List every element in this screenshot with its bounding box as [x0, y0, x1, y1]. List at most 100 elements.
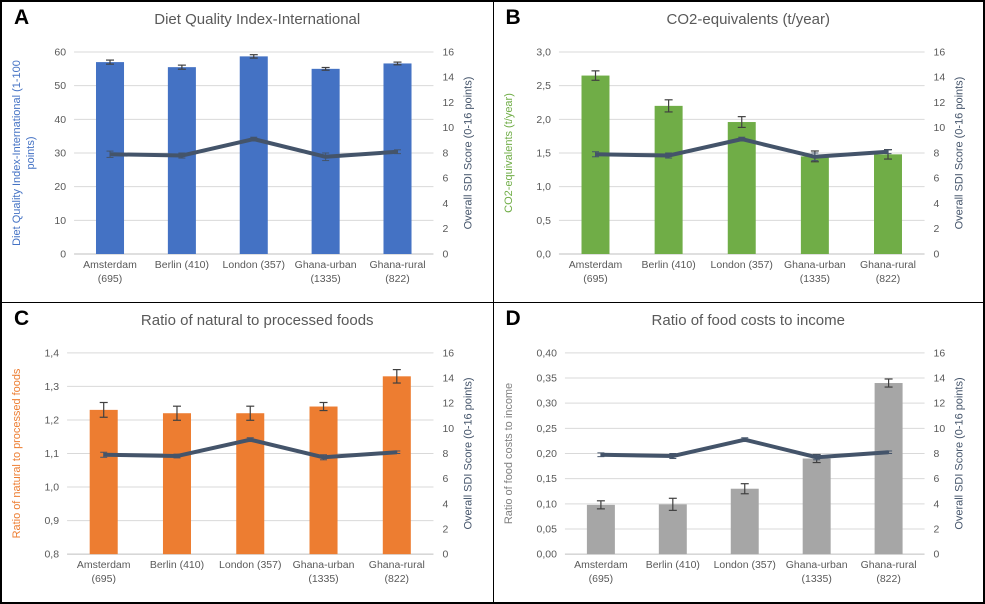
svg-text:8: 8 — [933, 449, 939, 460]
svg-text:(1335): (1335) — [799, 274, 829, 285]
svg-text:0,0: 0,0 — [536, 249, 551, 260]
panel-c: C Ratio of natural to processed foods 0,… — [2, 302, 493, 602]
svg-text:8: 8 — [442, 148, 448, 160]
svg-text:0: 0 — [933, 249, 939, 260]
svg-text:2: 2 — [442, 524, 448, 535]
svg-text:1,2: 1,2 — [44, 415, 59, 426]
svg-text:8: 8 — [442, 449, 448, 460]
svg-text:2: 2 — [933, 524, 939, 535]
panel-c-title: Ratio of natural to processed foods — [140, 312, 374, 329]
svg-text:6: 6 — [442, 474, 448, 485]
svg-text:10: 10 — [54, 215, 66, 227]
right-axis-title: Overall SDI Score (0-16 points) — [953, 377, 965, 529]
category-labels: Amsterdam (695) Berlin (410) London (357) Gh… — [77, 560, 425, 585]
svg-text:(695): (695) — [588, 574, 612, 585]
svg-text:10: 10 — [933, 123, 945, 134]
svg-text:2,5: 2,5 — [536, 81, 551, 92]
right-axis-title: Overall SDI Score (0-16 points) — [462, 377, 474, 529]
svg-text:10: 10 — [933, 424, 945, 435]
svg-text:Overall SDI Score (0-16 points: Overall SDI Score (0-16 points) — [953, 77, 965, 230]
panel-a-title: Diet Quality Index-International — [154, 11, 361, 28]
left-axis-title: CO2-equivalents (t/year) — [502, 93, 514, 213]
panel-b-chart-canvas: 0,0 0,5 1,0 1,5 2,0 2,5 3,0 0 2 4 6 8 10 12 14 16 Amster… — [502, 47, 965, 285]
svg-text:Ghana-rural: Ghana-rural — [369, 259, 425, 271]
svg-text:2,0: 2,0 — [536, 115, 551, 126]
right-axis-ticks: 0 2 4 6 8 10 12 14 16 — [442, 348, 454, 560]
svg-text:0,05: 0,05 — [536, 524, 557, 535]
svg-text:Berlin (410): Berlin (410) — [641, 260, 695, 271]
svg-text:12: 12 — [442, 97, 454, 109]
left-axis-title: Diet Quality Index-International (1-100 p… — [11, 60, 37, 246]
svg-text:30: 30 — [54, 148, 66, 160]
svg-text:4: 4 — [933, 199, 939, 210]
svg-text:Amsterdam: Amsterdam — [83, 259, 137, 271]
svg-text:(1335): (1335) — [801, 574, 831, 585]
svg-text:2: 2 — [442, 223, 448, 235]
panel-d: D Ratio of food costs to income 0,00 0,05… — [492, 302, 983, 602]
svg-text:Berlin (410): Berlin (410) — [645, 560, 699, 571]
svg-text:12: 12 — [442, 399, 454, 410]
bar-error-bars — [99, 369, 401, 421]
svg-text:0,40: 0,40 — [536, 348, 557, 359]
svg-text:Overall SDI Score (0-16 points: Overall SDI Score (0-16 points) — [462, 77, 474, 230]
svg-text:0: 0 — [933, 550, 939, 561]
svg-text:points): points) — [25, 136, 37, 169]
svg-text:0,10: 0,10 — [536, 499, 557, 510]
svg-text:(822): (822) — [385, 273, 410, 285]
svg-text:(822): (822) — [876, 574, 900, 585]
bar-error-bars — [596, 378, 893, 511]
svg-text:0: 0 — [442, 550, 448, 561]
svg-text:0,5: 0,5 — [536, 216, 551, 227]
svg-text:0,30: 0,30 — [536, 399, 557, 410]
svg-text:0,35: 0,35 — [536, 373, 557, 384]
svg-text:0,8: 0,8 — [44, 550, 59, 561]
svg-text:0,00: 0,00 — [536, 550, 557, 561]
panel-d-chart-canvas: 0,00 0,05 0,10 0,15 0,20 0,25 0,30 0,35 0,40 0 2 4 6… — [502, 348, 965, 585]
svg-text:London (357): London (357) — [219, 560, 281, 571]
svg-text:Ghana-urban: Ghana-urban — [295, 259, 357, 271]
svg-text:1,0: 1,0 — [44, 483, 59, 494]
svg-text:(1335): (1335) — [310, 273, 340, 285]
svg-text:0: 0 — [60, 249, 66, 261]
svg-text:Ghana-rural: Ghana-rural — [369, 560, 425, 571]
svg-text:1,5: 1,5 — [536, 148, 551, 159]
panel-a-letter: A — [14, 6, 30, 29]
sdi-line-series — [106, 136, 402, 162]
svg-text:14: 14 — [442, 374, 454, 385]
svg-text:Ghana-urban: Ghana-urban — [293, 560, 355, 571]
bar-series — [581, 75, 902, 254]
right-axis-ticks: 0 2 4 6 8 10 12 14 16 — [933, 348, 945, 560]
svg-text:(695): (695) — [98, 273, 123, 285]
svg-text:0: 0 — [442, 249, 448, 261]
svg-text:0,25: 0,25 — [536, 424, 557, 435]
svg-text:50: 50 — [54, 80, 66, 92]
svg-text:Overall SDI Score (0-16 points: Overall SDI Score (0-16 points) — [462, 377, 474, 529]
svg-text:(1335): (1335) — [308, 574, 338, 585]
svg-text:0,9: 0,9 — [44, 516, 59, 527]
bar-series — [586, 383, 903, 555]
svg-text:London (357): London (357) — [710, 260, 772, 271]
svg-text:4: 4 — [442, 499, 448, 510]
svg-text:8: 8 — [933, 148, 939, 159]
svg-text:Amsterdam: Amsterdam — [77, 560, 131, 571]
svg-text:1,0: 1,0 — [536, 182, 551, 193]
svg-text:10: 10 — [442, 122, 454, 134]
svg-text:1,3: 1,3 — [44, 382, 59, 393]
right-axis-title: Overall SDI Score (0-16 points) — [953, 77, 965, 230]
svg-text:6: 6 — [933, 174, 939, 185]
svg-text:16: 16 — [933, 348, 945, 359]
svg-text:Diet Quality Index-Internation: Diet Quality Index-International (1-100 — [11, 60, 23, 246]
svg-text:0,15: 0,15 — [536, 474, 557, 485]
panel-b-letter: B — [505, 6, 521, 29]
svg-text:10: 10 — [442, 424, 454, 435]
category-labels: Amsterdam (695) Berlin (410) London (357) Gh… — [568, 260, 915, 285]
panel-d-title: Ratio of food costs to income — [651, 312, 845, 329]
svg-text:Amsterdam: Amsterdam — [574, 560, 628, 571]
svg-text:Ratio of food costs to income: Ratio of food costs to income — [502, 383, 514, 524]
svg-text:Ratio of natural to processed: Ratio of natural to processed foods — [11, 368, 23, 538]
left-axis-ticks: 0,8 0,9 1,0 1,1 1,2 1,3 1,4 — [44, 348, 59, 560]
category-labels: Amsterdam (695) Berlin (410) London (357) Gh… — [574, 560, 916, 585]
svg-text:3,0: 3,0 — [536, 47, 551, 58]
svg-text:CO2-equivalents (t/year): CO2-equivalents (t/year) — [502, 93, 514, 213]
